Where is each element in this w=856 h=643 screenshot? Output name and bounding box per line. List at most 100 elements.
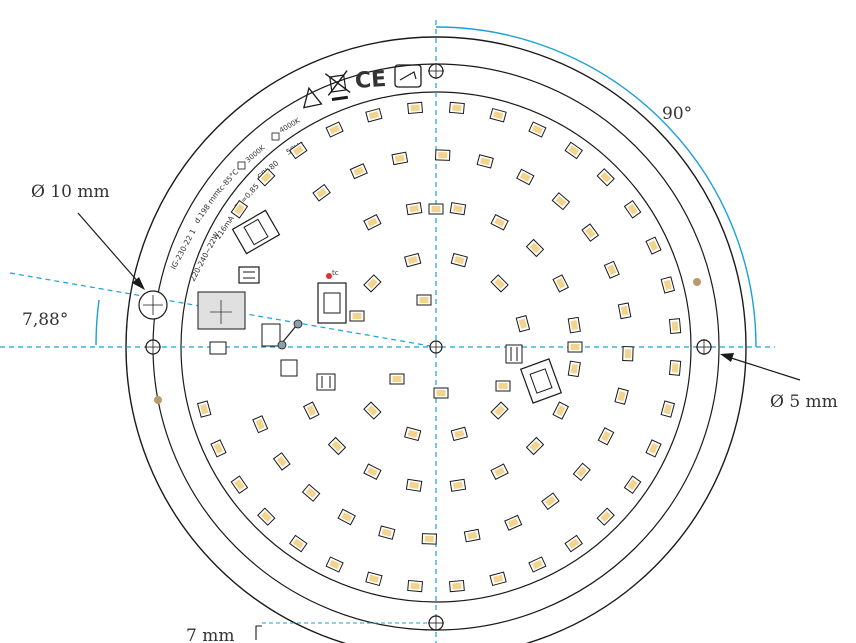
ce-mark: CE <box>354 67 387 94</box>
led-chip <box>525 238 545 258</box>
led-chip <box>490 274 509 293</box>
ig-code-text: IG-230-22 1 <box>169 227 198 271</box>
hazard-icon <box>302 86 323 109</box>
mount-dot-left <box>154 396 162 404</box>
led-chip <box>337 508 356 526</box>
led-chip <box>541 492 560 511</box>
led-chip <box>435 149 451 161</box>
led-chip <box>504 514 523 531</box>
bridge-rectifier <box>238 266 260 284</box>
angle-large-label: 90° <box>662 104 692 124</box>
led-chip <box>404 252 422 268</box>
coil-terminal-2 <box>277 340 287 350</box>
led-chip <box>645 439 662 458</box>
led-chip <box>421 533 437 545</box>
hole-large-arrow <box>77 212 145 290</box>
led-chip <box>363 213 382 231</box>
weee-bin-icon <box>324 70 351 101</box>
capacitor-2 <box>317 282 347 324</box>
led-chip <box>567 316 581 334</box>
led-chip <box>312 183 331 202</box>
tc-point-marker <box>326 273 332 279</box>
led-chip <box>416 294 432 306</box>
led-chip <box>257 507 276 526</box>
certification-marks: CE <box>302 64 422 109</box>
angle-788-arc <box>95 299 100 346</box>
led-chip <box>325 121 344 138</box>
led-chip <box>668 318 682 335</box>
led-chip <box>490 463 509 481</box>
led-chip <box>450 426 468 442</box>
crosshair-marks <box>143 63 712 631</box>
led-chip <box>525 436 545 456</box>
led-chip <box>668 359 682 376</box>
led-chip <box>623 475 642 494</box>
led-chip <box>552 274 570 293</box>
angle-90-arc <box>435 26 757 348</box>
coil-terminal-1 <box>293 319 303 329</box>
tc-text: tc-85°C <box>215 167 241 194</box>
led-chip <box>405 478 423 492</box>
diode-pair-right <box>505 344 523 364</box>
led-chip <box>660 276 676 294</box>
led-chip <box>645 236 662 255</box>
driver-components: tc <box>197 209 563 404</box>
led-chip <box>450 252 468 268</box>
diameter-text: d.198 mm <box>192 188 221 225</box>
led-chip <box>257 168 276 187</box>
led-chip <box>515 315 531 333</box>
led-chip <box>363 274 382 293</box>
diode-pair-left <box>316 373 336 391</box>
led-chip <box>389 373 405 385</box>
led-chip <box>489 107 507 123</box>
led-chip <box>490 401 509 420</box>
led-chip <box>404 426 422 442</box>
led-chip <box>272 452 291 471</box>
offset-bracket <box>255 625 262 640</box>
led-chip <box>622 346 634 362</box>
capacitor-3 <box>519 358 563 404</box>
led-chip <box>365 107 383 123</box>
led-chip <box>463 528 481 543</box>
angle-small-label: 7,88° <box>22 310 68 330</box>
led-chip <box>210 439 227 458</box>
led-chip <box>230 475 249 494</box>
driver-ic-block <box>197 291 246 330</box>
mount-dot-right <box>693 278 701 286</box>
led-chip <box>476 154 494 169</box>
led-chip <box>596 507 615 526</box>
led-chip <box>363 401 382 420</box>
led-chip <box>349 163 368 180</box>
led-chip <box>289 141 308 160</box>
led-chip <box>391 151 409 166</box>
led-chip <box>597 427 615 446</box>
led-chip <box>428 203 444 215</box>
hole-large-label: Ø 10 mm <box>31 182 110 202</box>
led-chip <box>365 571 383 587</box>
led-chip <box>449 202 467 216</box>
led-chip <box>302 401 320 420</box>
cct1-text: 3000K <box>244 144 267 165</box>
led-chip <box>614 387 629 405</box>
led-array <box>196 101 682 593</box>
hole-small-arrow <box>720 353 801 381</box>
led-chip <box>449 478 467 492</box>
led-chip <box>495 380 511 392</box>
led-chip <box>448 101 465 115</box>
led-chip <box>407 579 424 593</box>
led-chip <box>489 571 507 587</box>
led-chip <box>327 436 347 456</box>
class-symbol-icon <box>394 64 422 88</box>
inductor-coil <box>281 325 297 344</box>
led-chip <box>407 101 424 115</box>
led-chip <box>596 168 615 187</box>
led-chip <box>564 141 583 160</box>
fuse <box>209 341 227 355</box>
led-chip <box>230 200 249 219</box>
led-chip <box>196 400 212 418</box>
tc-point-label: tc <box>332 269 339 277</box>
led-chip <box>617 302 632 320</box>
led-chip <box>528 121 547 138</box>
led-chip <box>405 202 423 216</box>
led-chip <box>528 556 547 573</box>
